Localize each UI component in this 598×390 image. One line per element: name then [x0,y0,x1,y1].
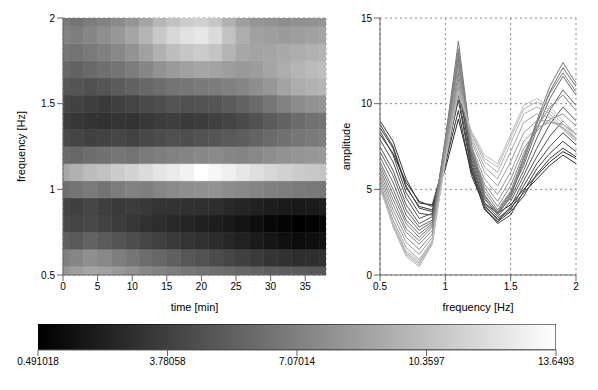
svg-text:2: 2 [49,13,55,24]
svg-text:0.491018: 0.491018 [17,356,59,367]
svg-text:amplitude: amplitude [340,123,352,171]
svg-text:0: 0 [366,270,372,281]
svg-text:30: 30 [265,281,277,292]
svg-text:time [min]: time [min] [171,301,219,313]
svg-text:5: 5 [366,184,372,195]
svg-text:13.6493: 13.6493 [538,356,575,367]
svg-text:0.5: 0.5 [41,270,55,281]
svg-text:5: 5 [95,281,101,292]
svg-text:1: 1 [49,184,55,195]
svg-text:0: 0 [60,281,66,292]
svg-text:25: 25 [230,281,242,292]
svg-text:10.3597: 10.3597 [408,356,445,367]
svg-text:20: 20 [196,281,208,292]
svg-text:0.5: 0.5 [373,281,387,292]
svg-text:7.07014: 7.07014 [279,356,316,367]
svg-text:2: 2 [573,281,579,292]
svg-text:1: 1 [443,281,449,292]
svg-text:15: 15 [161,281,173,292]
svg-text:15: 15 [361,13,373,24]
svg-text:frequency [Hz]: frequency [Hz] [15,111,27,182]
svg-text:10: 10 [127,281,139,292]
svg-text:3.78058: 3.78058 [149,356,186,367]
svg-text:10: 10 [361,98,373,109]
svg-text:frequency [Hz]: frequency [Hz] [443,301,514,313]
svg-text:1.5: 1.5 [504,281,518,292]
svg-text:1.5: 1.5 [41,98,55,109]
svg-text:35: 35 [300,281,312,292]
